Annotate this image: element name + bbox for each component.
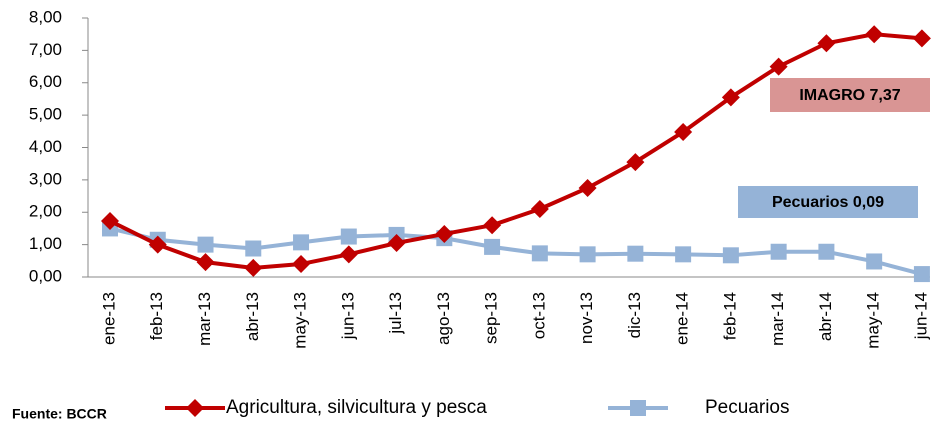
marker — [721, 88, 740, 107]
y-tick-label: 1,00 — [29, 234, 62, 253]
annotation-box — [770, 78, 930, 112]
x-tick-label: ene-13 — [99, 292, 118, 345]
annotation: IMAGRO 7,37 — [799, 87, 900, 104]
marker — [818, 243, 835, 260]
x-tick-label: oct-13 — [529, 292, 548, 339]
marker — [578, 178, 597, 197]
y-tick-label: 7,00 — [29, 40, 62, 59]
marker — [912, 29, 931, 48]
marker — [626, 153, 645, 172]
marker — [630, 400, 646, 416]
marker — [483, 216, 502, 235]
x-tick-label: nov-13 — [577, 292, 596, 344]
marker — [196, 253, 215, 272]
x-tick-label: jun-14 — [911, 292, 930, 340]
x-tick-label: jul-13 — [386, 292, 405, 335]
legend-label: Agricultura, silvicultura y pesca — [226, 397, 487, 418]
x-tick-label: abr-14 — [816, 292, 835, 341]
y-tick-label: 0,00 — [29, 266, 62, 285]
x-tick-label: mar-14 — [768, 292, 787, 346]
x-tick-label: dic-13 — [625, 292, 644, 338]
marker — [913, 266, 930, 283]
marker — [675, 246, 692, 263]
annotation-box — [738, 186, 918, 218]
marker — [340, 228, 357, 245]
marker — [244, 258, 263, 277]
marker — [293, 234, 310, 251]
y-tick-label: 4,00 — [29, 137, 62, 156]
x-tick-label: jun-13 — [338, 292, 357, 340]
marker — [387, 234, 406, 253]
marker — [435, 224, 454, 243]
x-tick-label: feb-14 — [720, 292, 739, 340]
y-tick-label: 3,00 — [29, 169, 62, 188]
y-tick-label: 5,00 — [29, 105, 62, 124]
x-tick-label: feb-13 — [147, 292, 166, 340]
marker — [674, 122, 693, 141]
source: Fuente: BCCR — [12, 406, 107, 422]
marker — [292, 255, 311, 274]
marker — [186, 399, 204, 417]
marker — [866, 253, 883, 270]
marker — [770, 243, 787, 260]
marker — [530, 200, 549, 219]
series-line — [109, 32, 923, 270]
annotation: Pecuarios 0,09 — [772, 194, 884, 211]
y-tick-label: 6,00 — [29, 72, 62, 91]
marker — [101, 211, 119, 230]
marker — [769, 57, 788, 76]
x-tick-label: abr-13 — [243, 292, 262, 341]
marker — [531, 245, 548, 262]
marker — [148, 235, 167, 254]
x-tick-label: may-13 — [291, 292, 310, 349]
marker — [484, 238, 501, 255]
marker — [197, 236, 214, 253]
x-tick-label: mar-13 — [195, 292, 214, 346]
marker — [627, 245, 644, 262]
y-tick-label: 8,00 — [29, 7, 62, 26]
x-tick-label: may-14 — [864, 292, 883, 349]
x-tick-label: sep-13 — [482, 292, 501, 344]
marker — [817, 34, 836, 53]
y-tick-label: 2,00 — [29, 202, 62, 221]
marker — [339, 245, 358, 264]
x-tick-label: ene-14 — [673, 292, 692, 345]
legend-label: Pecuarios — [705, 397, 790, 418]
marker — [722, 247, 739, 264]
marker — [579, 246, 596, 263]
x-tick-label: ago-13 — [434, 292, 453, 345]
marker — [865, 25, 884, 44]
marker — [245, 240, 262, 257]
